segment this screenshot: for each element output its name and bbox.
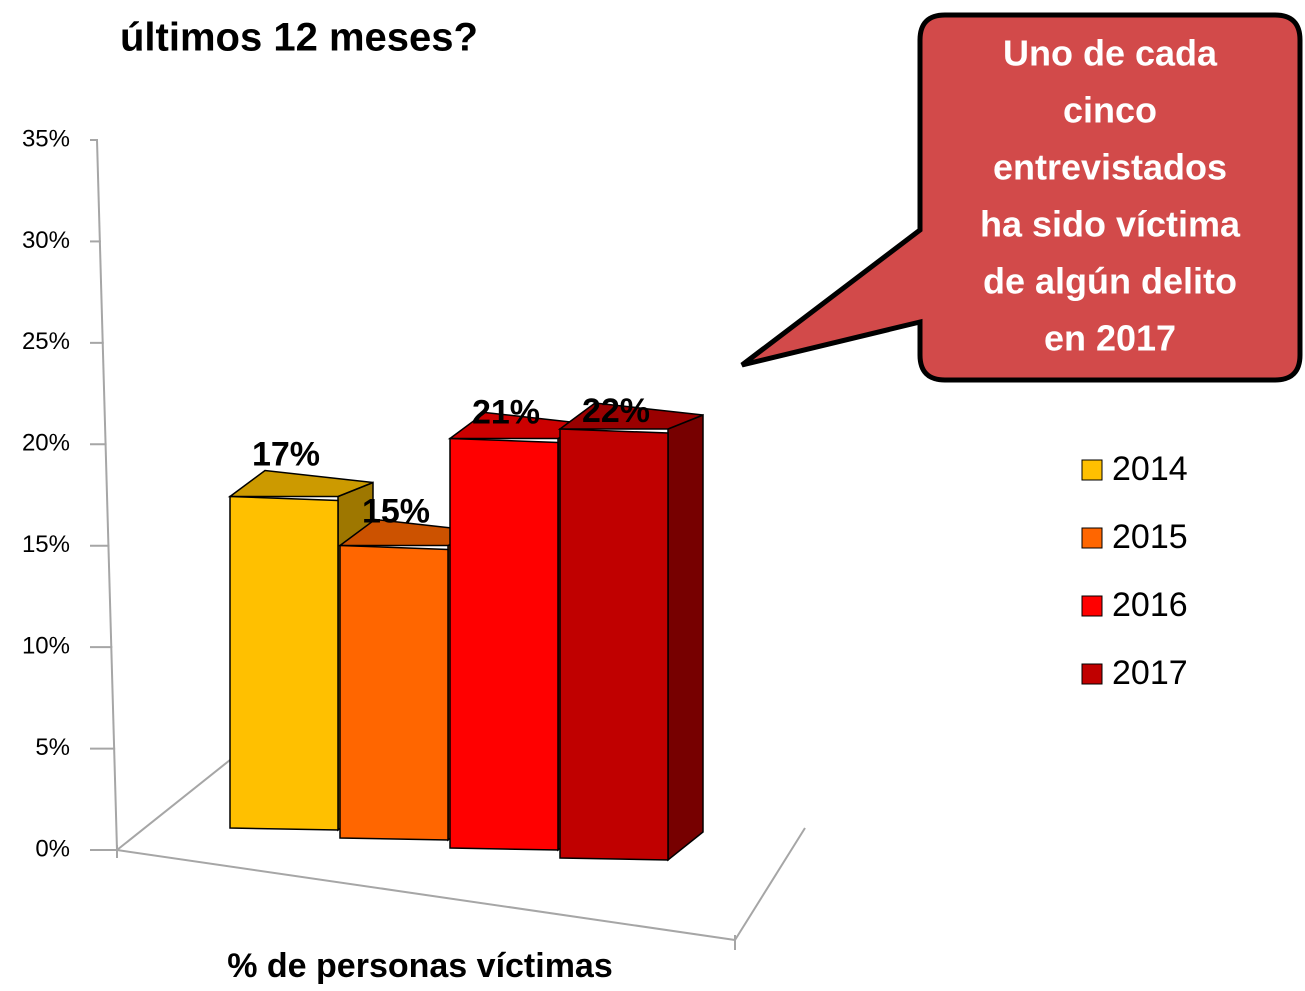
legend-label: 2016 — [1112, 586, 1188, 624]
data-label: 15% — [362, 492, 430, 530]
callout-text: cinco — [1063, 90, 1157, 131]
y-tick-label: 0% — [35, 835, 70, 862]
legend-swatch — [1081, 527, 1103, 549]
bar-front — [449, 437, 559, 851]
legend-label: 2014 — [1112, 450, 1188, 488]
bar-top — [557, 402, 704, 430]
bar-front — [559, 428, 669, 861]
bar-front — [229, 495, 339, 831]
x-axis-label: % de personas víctimas — [227, 947, 613, 985]
legend-label: 2017 — [1112, 654, 1188, 692]
callout-text: en 2017 — [1044, 318, 1176, 359]
y-tick-label: 15% — [22, 531, 70, 558]
bar-top — [227, 469, 374, 498]
y-tick-label: 5% — [35, 734, 70, 761]
callout-text: ha sido víctima — [980, 204, 1241, 245]
data-label: 21% — [472, 393, 540, 431]
y-tick-label: 35% — [22, 125, 70, 152]
callout-text: Uno de cada — [1003, 33, 1218, 74]
bar-front — [339, 544, 449, 841]
legend-label: 2015 — [1112, 518, 1188, 556]
y-tick-label: 20% — [22, 430, 70, 457]
legend-swatch — [1081, 595, 1103, 617]
legend-swatch — [1081, 459, 1103, 481]
data-label: 22% — [582, 392, 650, 430]
bar-side — [667, 413, 704, 862]
callout-text: entrevistados — [993, 147, 1227, 188]
floor — [96, 139, 806, 950]
callout — [740, 12, 1303, 383]
y-tick-label: 25% — [22, 328, 70, 355]
data-label: 17% — [252, 435, 320, 473]
y-tick-label: 10% — [22, 632, 70, 659]
chart-title: últimos 12 meses? — [120, 16, 478, 60]
bar — [557, 402, 704, 862]
legend-swatch — [1081, 663, 1103, 685]
y-tick-label: 30% — [22, 227, 70, 254]
callout-text: de algún delito — [983, 261, 1237, 302]
